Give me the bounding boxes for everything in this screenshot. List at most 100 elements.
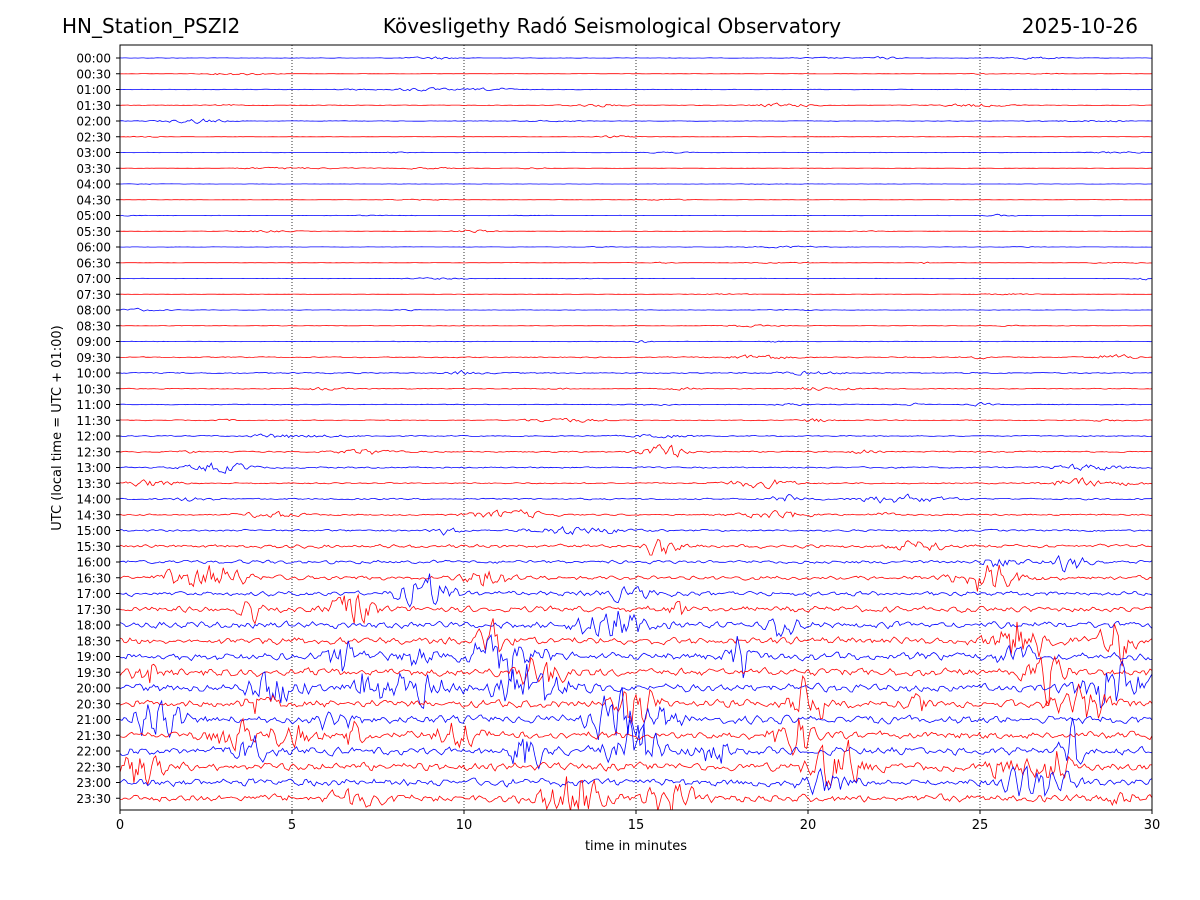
trace-1330 [120,477,1152,490]
y-tick-label: 12:30 [76,445,111,459]
y-tick-label: 19:30 [76,666,111,680]
y-tick-label: 11:30 [76,414,111,428]
trace-2100 [120,686,1152,747]
trace-1630 [120,564,1152,592]
trace-0630 [120,261,1152,264]
y-tick-label: 03:30 [76,162,111,176]
y-tick-label: 20:30 [76,697,111,711]
y-tick-label: 06:30 [76,256,111,270]
x-tick-label: 5 [288,818,296,833]
x-tick-label: 30 [1144,818,1161,833]
trace-2330 [120,776,1152,810]
trace-1130 [120,417,1152,423]
station-name: HN_Station_PSZI2 [62,14,241,38]
y-tick-label: 07:00 [76,272,111,286]
y-tick-label: 12:00 [76,430,111,444]
trace-2300 [120,765,1152,797]
y-tick-label: 08:30 [76,319,111,333]
y-tick-label: 23:00 [76,776,111,790]
x-tick-label: 15 [628,818,645,833]
y-tick-label: 11:00 [76,398,111,412]
trace-2200 [120,717,1152,770]
y-tick-label: 00:30 [76,67,111,81]
trace-1830 [120,618,1152,667]
trace-0430 [120,198,1152,201]
y-tick-label: 01:30 [76,99,111,113]
trace-0130 [120,102,1152,108]
y-tick-label: 02:30 [76,130,111,144]
trace-0730 [120,293,1152,296]
y-tick-label: 21:30 [76,729,111,743]
trace-0100 [120,87,1152,92]
trace-1600 [120,554,1152,573]
y-tick-label: 22:30 [76,760,111,774]
y-tick-label: 21:00 [76,713,111,727]
y-tick-label: 09:30 [76,351,111,365]
trace-1500 [120,526,1152,536]
trace-0930 [120,354,1152,360]
trace-1230 [120,444,1152,458]
trace-0800 [120,307,1152,312]
y-tick-label: 04:00 [76,178,111,192]
y-tick-label: 18:30 [76,634,111,648]
trace-0600 [120,245,1152,249]
trace-1700 [120,573,1152,608]
y-tick-label: 18:00 [76,619,111,633]
trace-1530 [120,538,1152,556]
trace-0230 [120,135,1152,139]
y-tick-label: 10:30 [76,382,111,396]
trace-layer [120,56,1152,810]
y-tick-label: 20:00 [76,682,111,696]
trace-0300 [120,151,1152,154]
y-tick-label: 16:00 [76,556,111,570]
trace-0530 [120,229,1152,233]
y-tick-label: 17:00 [76,587,111,601]
trace-2130 [120,717,1152,757]
y-tick-label: 06:00 [76,241,111,255]
y-tick-label: 17:30 [76,603,111,617]
trace-0700 [120,277,1152,281]
y-tick-label: 16:30 [76,571,111,585]
y-tick-label: 19:00 [76,650,111,664]
x-tick-label: 0 [116,818,124,833]
trace-1030 [120,386,1152,391]
trace-0200 [120,118,1152,124]
x-axis-label: time in minutes [585,839,687,854]
chart-title: Kövesligethy Radó Seismological Observat… [382,14,842,38]
y-tick-label: 05:00 [76,209,111,223]
trace-1000 [120,369,1152,376]
y-tick-label: 00:00 [76,52,111,66]
y-tick-label: 22:00 [76,745,111,759]
trace-1100 [120,402,1152,407]
trace-1430 [120,509,1152,519]
y-tick-label: 08:00 [76,304,111,318]
trace-1900 [120,633,1152,683]
trace-1300 [120,462,1152,474]
y-tick-label: 04:30 [76,193,111,207]
trace-2230 [120,739,1152,788]
trace-1400 [120,493,1152,504]
y-tick-label: 15:30 [76,540,111,554]
trace-0030 [120,72,1152,76]
trace-0830 [120,324,1152,328]
y-tick-label: 14:00 [76,493,111,507]
x-tick-label: 20 [800,818,817,833]
y-tick-label: 05:30 [76,225,111,239]
trace-1930 [120,655,1152,707]
y-tick-label: 07:30 [76,288,111,302]
trace-2030 [120,675,1152,724]
x-tick-label: 25 [972,818,989,833]
y-tick-label: 01:00 [76,83,111,97]
trace-0000 [120,56,1152,60]
trace-0900 [120,340,1152,343]
y-tick-label: 23:30 [76,792,111,806]
x-tick-label: 10 [456,818,473,833]
y-tick-label: 09:00 [76,335,111,349]
x-axis: 0 5 10 15 20 25 30 [116,810,1160,833]
y-tick-label: 13:00 [76,461,111,475]
trace-1200 [120,433,1152,439]
trace-0500 [120,213,1152,217]
y-axis-label: UTC (local time = UTC + 01:00) [50,325,65,530]
